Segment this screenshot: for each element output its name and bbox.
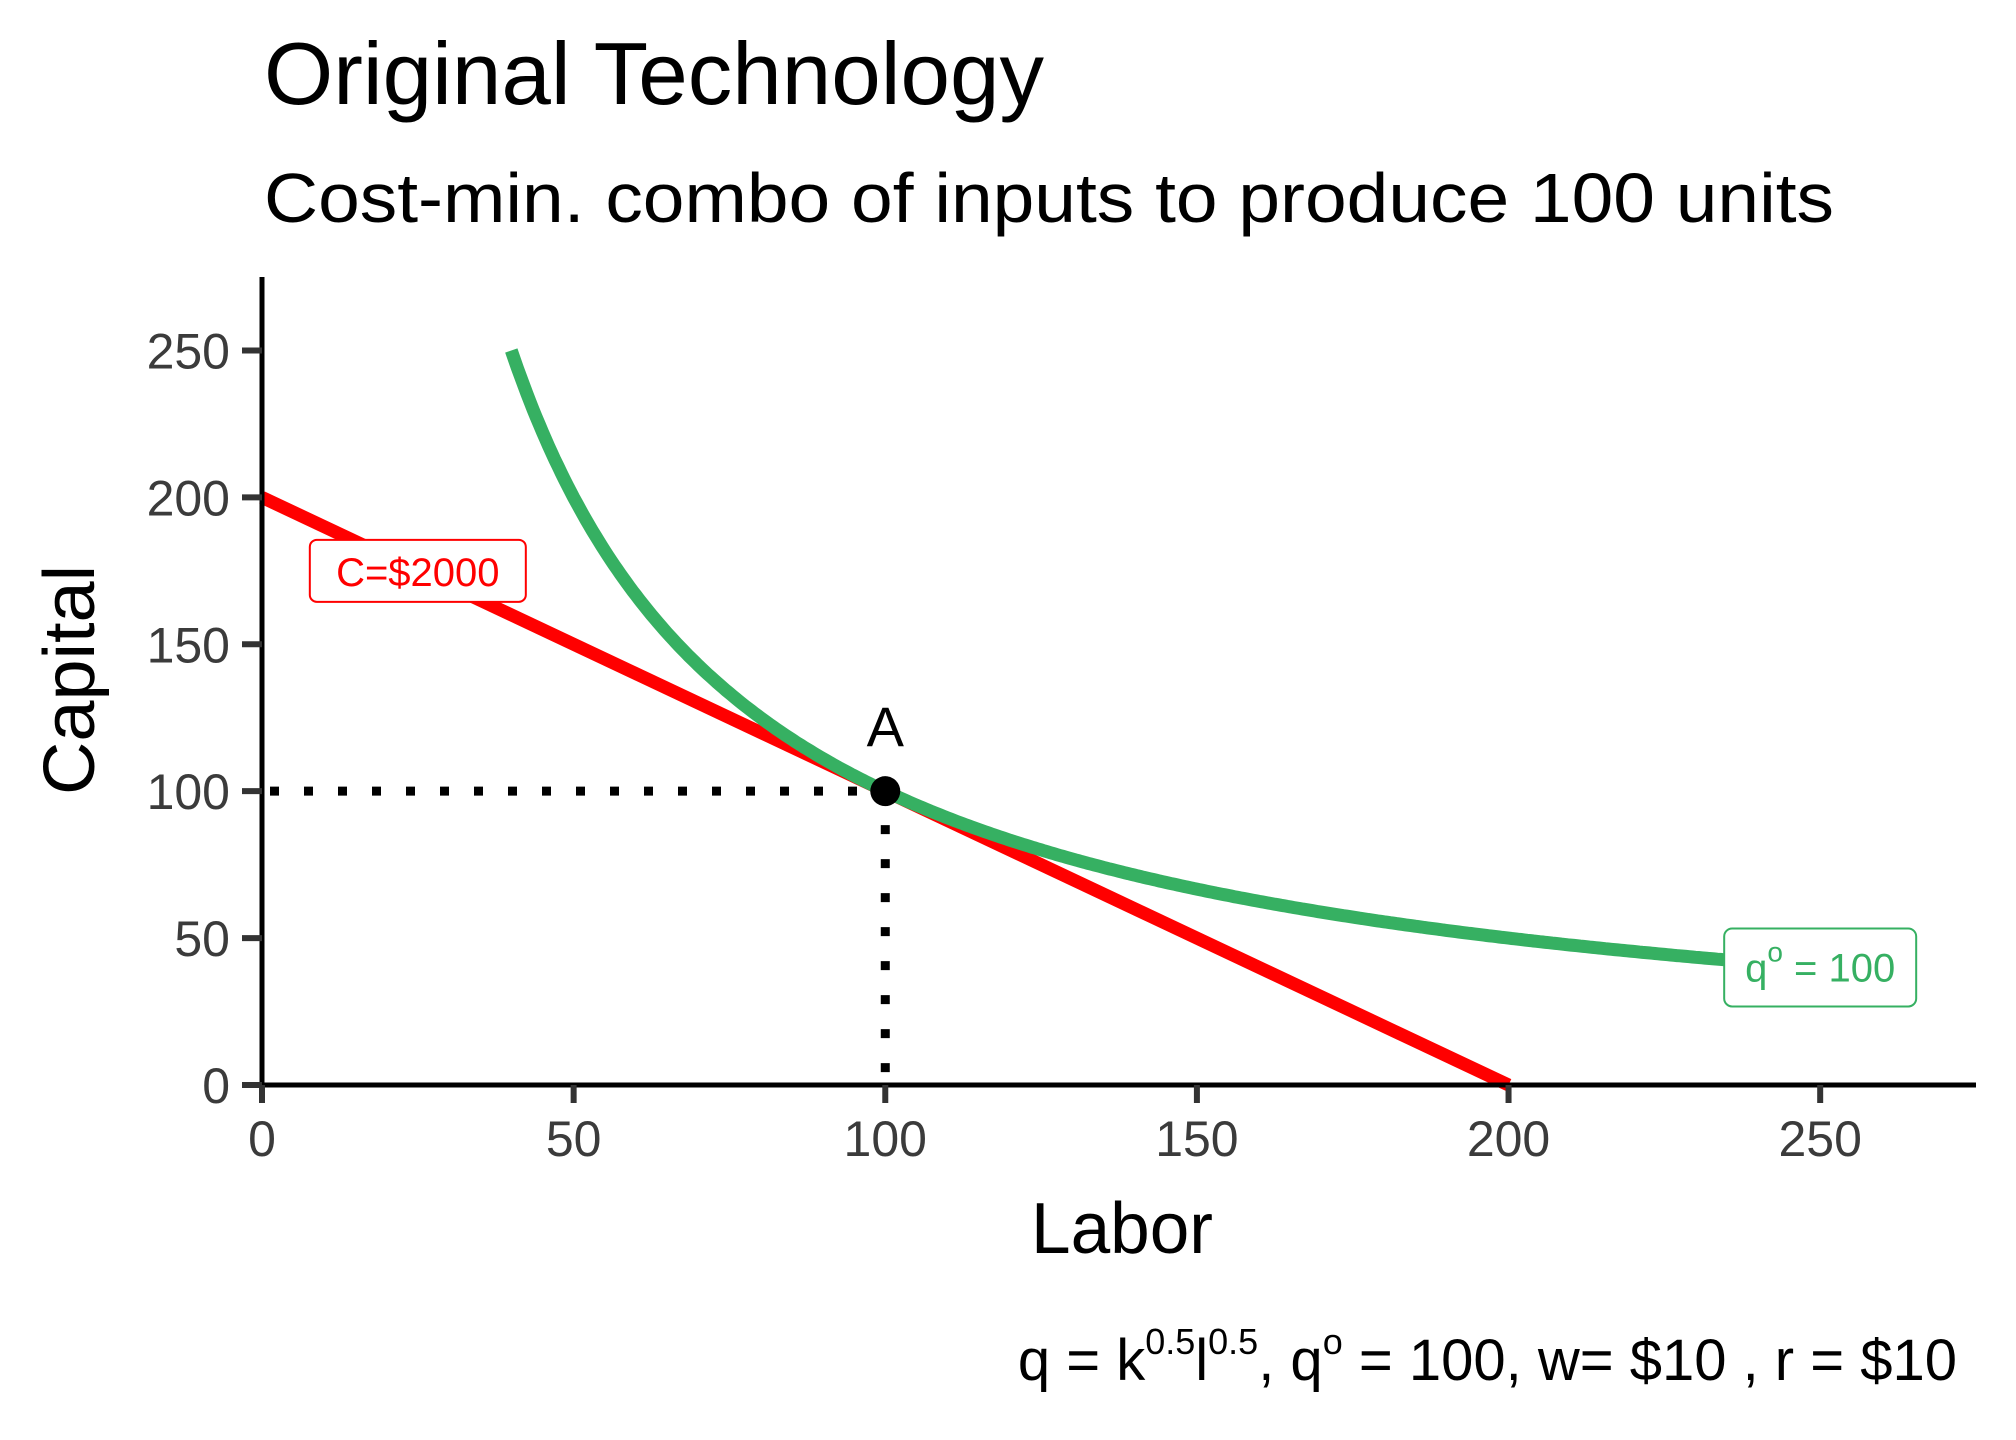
x-tick-label: 250 [1778, 1111, 1861, 1167]
x-tick-label: 150 [1155, 1111, 1238, 1167]
isoquant-label-part: q [1745, 946, 1767, 990]
x-axis-label: Labor [1031, 1189, 1213, 1269]
isocost-label-box [308, 538, 527, 603]
caption-part: = 100, w= $10 , r = $10 [1343, 1328, 1957, 1393]
chart-title: Original Technology [264, 24, 1044, 123]
isoquant-label-part: o [1767, 936, 1783, 967]
y-tick-label: 50 [174, 911, 230, 967]
x-tick-label: 100 [844, 1111, 927, 1167]
y-tick-label: 250 [147, 323, 230, 379]
caption-part: l [1195, 1328, 1208, 1393]
y-tick-label: 150 [147, 617, 230, 673]
y-tick-label: 0 [202, 1058, 230, 1114]
isoquant-curve [505, 348, 1740, 968]
isocost-label: C=$2000 [336, 551, 499, 595]
plot-area: 0 50 100 150 200 250 0 50 100 150 200 250 A C=$2000 qo… [147, 277, 1976, 1167]
y-tick-label: 100 [147, 764, 230, 820]
caption-part: , q [1258, 1328, 1323, 1393]
caption-part: 0.5 [1145, 1321, 1195, 1362]
x-tick-label: 0 [248, 1111, 276, 1167]
point-a-label: A [867, 695, 905, 758]
caption-part: o [1323, 1321, 1343, 1362]
isoquant-label: qo = 100 [1745, 936, 1895, 990]
caption-part: 0.5 [1208, 1321, 1258, 1362]
y-tick-label: 200 [147, 470, 230, 526]
isoquant-label-box [1723, 927, 1918, 1008]
isoquant-label-part: = 100 [1783, 946, 1895, 990]
caption-part: q = k [1018, 1328, 1146, 1393]
chart-subtitle: Cost-min. combo of inputs to produce 100… [264, 159, 1834, 237]
x-tick-label: 200 [1467, 1111, 1550, 1167]
chart-caption: q = k0.5l0.5, qo = 100, w= $10 , r = $10 [1018, 1321, 1957, 1393]
y-axis-label: Capital [30, 565, 110, 795]
point-a [870, 776, 901, 807]
x-tick-label: 50 [546, 1111, 602, 1167]
